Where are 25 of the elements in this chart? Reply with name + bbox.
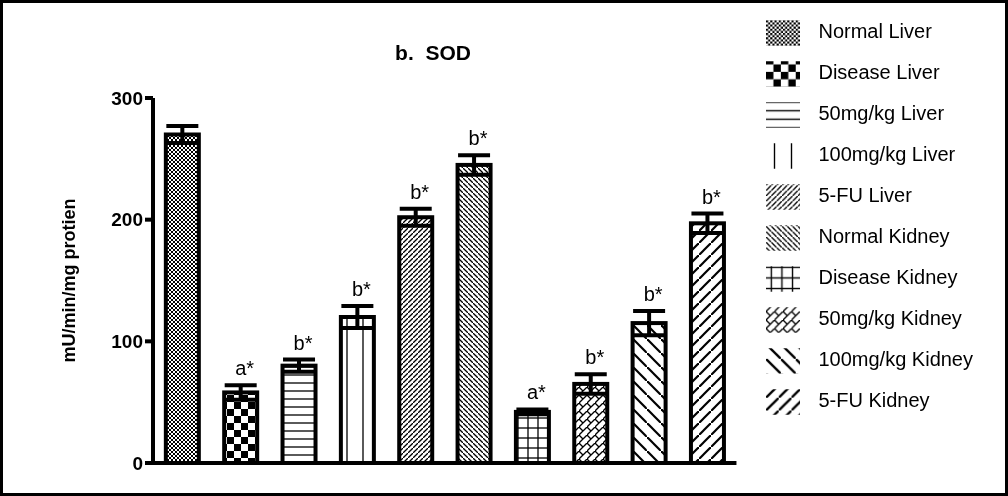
y-axis-title: mU/min/mg protien: [59, 198, 80, 363]
data-label: a*: [526, 381, 547, 404]
data-label: a*: [235, 357, 255, 380]
legend-label: 50mg/kg Kidney: [818, 307, 962, 329]
legend-label: Normal Liver: [818, 20, 932, 42]
legend-label: Normal Kidney: [818, 225, 950, 247]
y-tick-label: 100: [111, 331, 143, 353]
data-label: b*: [293, 331, 313, 354]
y-tick-label: 0: [132, 452, 143, 474]
legend-label: 100mg/kg Kidney: [818, 348, 973, 370]
data-label: b*: [351, 278, 372, 301]
data-label: b*: [410, 180, 430, 203]
legend-label: Disease Kidney: [818, 266, 958, 288]
data-label: b*: [701, 185, 722, 208]
legend-label: 50mg/kg Liver: [818, 102, 945, 124]
data-label: b*: [643, 282, 663, 305]
legend-label: 5-FU Kidney: [818, 389, 930, 411]
legend-label: Disease Liver: [818, 61, 940, 83]
chart-title: b. SOD: [394, 41, 472, 65]
data-label: b*: [468, 127, 488, 150]
legend-label: 100mg/kg Liver: [818, 143, 956, 165]
y-tick-label: 200: [111, 209, 143, 231]
data-label: b*: [585, 346, 605, 369]
y-tick-label: 300: [111, 87, 143, 109]
legend-label: 5-FU Liver: [818, 184, 912, 206]
